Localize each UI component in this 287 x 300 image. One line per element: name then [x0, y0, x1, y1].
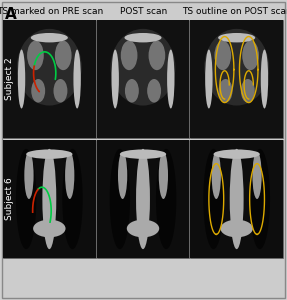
Ellipse shape — [125, 79, 139, 103]
Ellipse shape — [65, 152, 74, 199]
Ellipse shape — [18, 50, 25, 109]
Ellipse shape — [242, 40, 259, 70]
Ellipse shape — [127, 220, 159, 237]
Ellipse shape — [167, 50, 174, 109]
Ellipse shape — [159, 152, 168, 199]
Ellipse shape — [230, 149, 244, 249]
Ellipse shape — [241, 79, 255, 103]
Ellipse shape — [218, 33, 255, 42]
Ellipse shape — [26, 149, 73, 159]
Ellipse shape — [219, 79, 232, 103]
Ellipse shape — [147, 79, 161, 103]
Ellipse shape — [111, 50, 119, 109]
Ellipse shape — [27, 40, 44, 70]
Ellipse shape — [250, 149, 270, 249]
Bar — [190, 20, 283, 138]
Ellipse shape — [53, 79, 67, 103]
Ellipse shape — [205, 50, 213, 109]
Ellipse shape — [214, 149, 260, 159]
Ellipse shape — [110, 149, 130, 249]
Ellipse shape — [212, 152, 221, 199]
Ellipse shape — [55, 40, 71, 70]
Ellipse shape — [204, 29, 269, 106]
Ellipse shape — [220, 220, 253, 237]
Bar — [190, 140, 283, 258]
Bar — [97, 140, 189, 258]
Ellipse shape — [33, 220, 65, 237]
Bar — [3, 20, 96, 138]
Bar — [97, 20, 189, 138]
Ellipse shape — [120, 149, 166, 159]
Ellipse shape — [125, 33, 162, 42]
Ellipse shape — [136, 149, 150, 249]
Text: Subject 2: Subject 2 — [5, 58, 14, 100]
Bar — [3, 140, 96, 258]
Bar — [97, 140, 189, 258]
Bar — [3, 20, 96, 138]
Ellipse shape — [121, 40, 137, 70]
Bar — [3, 140, 96, 258]
Ellipse shape — [253, 152, 262, 199]
Ellipse shape — [73, 50, 81, 109]
Text: POST scan: POST scan — [120, 7, 167, 16]
Ellipse shape — [110, 29, 175, 106]
Ellipse shape — [31, 79, 45, 103]
Text: TS marked on PRE scan: TS marked on PRE scan — [0, 7, 103, 16]
Ellipse shape — [203, 149, 224, 249]
Ellipse shape — [261, 50, 268, 109]
FancyBboxPatch shape — [2, 2, 285, 298]
Ellipse shape — [31, 33, 68, 42]
Ellipse shape — [118, 152, 127, 199]
Bar — [97, 20, 189, 138]
Ellipse shape — [214, 40, 231, 70]
Ellipse shape — [17, 29, 82, 106]
Ellipse shape — [42, 149, 56, 249]
Bar — [190, 140, 283, 258]
Ellipse shape — [149, 40, 165, 70]
Ellipse shape — [62, 149, 83, 249]
Ellipse shape — [24, 152, 34, 199]
Bar — [190, 20, 283, 138]
Ellipse shape — [156, 149, 176, 249]
Text: Subject 6: Subject 6 — [5, 178, 14, 220]
Text: TS outline on POST scan: TS outline on POST scan — [182, 7, 287, 16]
Ellipse shape — [16, 149, 36, 249]
Text: A: A — [5, 7, 17, 22]
